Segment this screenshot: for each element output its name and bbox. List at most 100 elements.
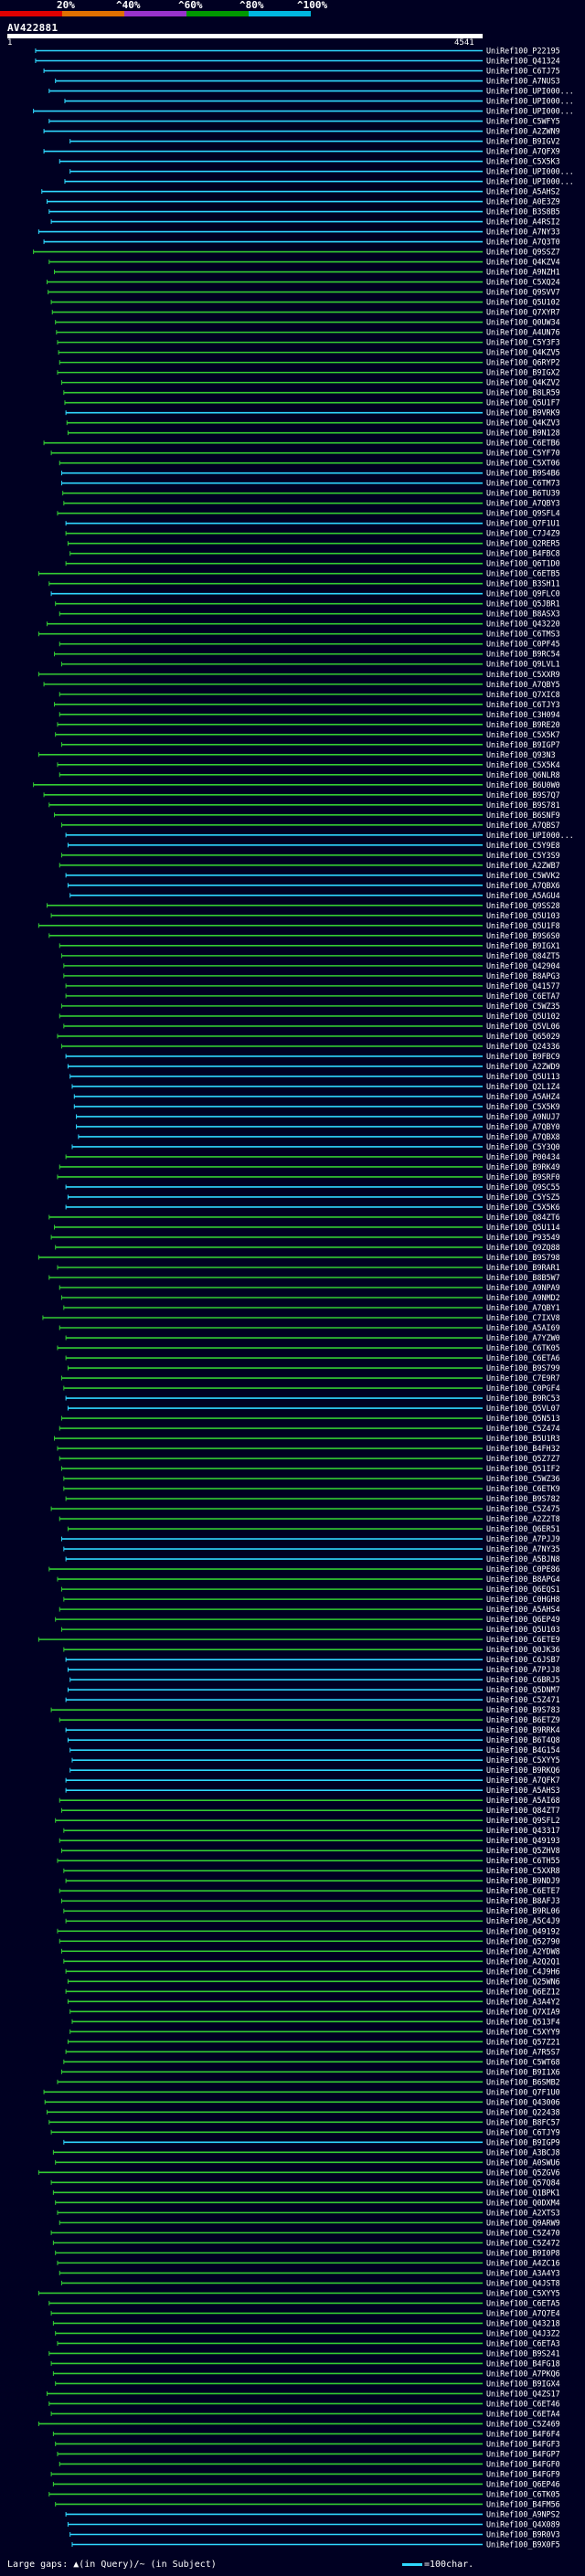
hit-label[interactable]: UniRef100_A7QBX8 [486, 1132, 560, 1141]
hit-label[interactable]: UniRef100_Q5VL06 [486, 1022, 560, 1031]
hit-label[interactable]: UniRef100_B4FBC8 [486, 549, 560, 558]
hit-label[interactable]: UniRef100_C6ETE7 [486, 1886, 560, 1895]
hit-label[interactable]: UniRef100_Q7XYR7 [486, 308, 560, 317]
hit-label[interactable]: UniRef100_P93549 [486, 1233, 560, 1242]
hit-label[interactable]: UniRef100_A2ZWD9 [486, 1062, 560, 1071]
hit-label[interactable]: UniRef100_B6SMB2 [486, 2077, 560, 2086]
hit-label[interactable]: UniRef100_B9IGX1 [486, 941, 560, 950]
hit-label[interactable]: UniRef100_A5BJN8 [486, 1554, 560, 1564]
hit-label[interactable]: UniRef100_C5YSZ5 [486, 1193, 560, 1202]
hit-label[interactable]: UniRef100_B9IGX4 [486, 2379, 560, 2388]
hit-label[interactable]: UniRef100_Q9SSZ7 [486, 248, 560, 257]
hit-label[interactable]: UniRef100_C5XT06 [486, 459, 560, 468]
hit-label[interactable]: UniRef100_A7Q3T0 [486, 238, 560, 247]
hit-label[interactable]: UniRef100_Q4KZV5 [486, 348, 560, 357]
hit-label[interactable]: UniRef100_UPI000... [486, 97, 574, 106]
hit-label[interactable]: UniRef100_B9RE20 [486, 720, 560, 729]
hit-label[interactable]: UniRef100_P00434 [486, 1152, 560, 1161]
hit-label[interactable]: UniRef100_C5X5K6 [486, 1203, 560, 1212]
hit-label[interactable]: UniRef100_Q25WN6 [486, 1977, 560, 1986]
hit-label[interactable]: UniRef100_C7J4Z9 [486, 529, 560, 538]
hit-label[interactable]: UniRef100_P22195 [486, 47, 560, 56]
hit-label[interactable]: UniRef100_Q4ZS17 [486, 2389, 560, 2398]
hit-label[interactable]: UniRef100_A7QBY5 [486, 680, 560, 689]
hit-label[interactable]: UniRef100_B4FM56 [486, 2499, 560, 2508]
hit-label[interactable]: UniRef100_Q43006 [486, 2097, 560, 2106]
hit-label[interactable]: UniRef100_Q5VL07 [486, 1404, 560, 1413]
hit-label[interactable]: UniRef100_C6TK05 [486, 1343, 560, 1352]
hit-label[interactable]: UniRef100_A7QFX9 [486, 147, 560, 156]
hit-label[interactable]: UniRef100_Q2L1Z4 [486, 1082, 560, 1091]
hit-label[interactable]: UniRef100_C5YF70 [486, 449, 560, 458]
hit-label[interactable]: UniRef100_A2Z2T8 [486, 1514, 560, 1523]
hit-label[interactable]: UniRef100_B4FG18 [486, 2359, 560, 2368]
hit-label[interactable]: UniRef100_A0SWU6 [486, 2157, 560, 2167]
hit-label[interactable]: UniRef100_B6SNF9 [486, 811, 560, 820]
hit-label[interactable]: UniRef100_Q84ZT6 [486, 1213, 560, 1222]
hit-label[interactable]: UniRef100_B9RC54 [486, 650, 560, 659]
hit-label[interactable]: UniRef100_B9RKQ6 [486, 1765, 560, 1775]
hit-label[interactable]: UniRef100_A5AHZ4 [486, 1092, 560, 1101]
hit-label[interactable]: UniRef100_B9IGP7 [486, 740, 560, 749]
hit-label[interactable]: UniRef100_B3S8B5 [486, 207, 560, 217]
hit-label[interactable]: UniRef100_C6ETA5 [486, 2298, 560, 2307]
hit-label[interactable]: UniRef100_C5XYY5 [486, 2288, 560, 2297]
hit-label[interactable]: UniRef100_B3SH11 [486, 579, 560, 588]
hit-label[interactable]: UniRef100_Q4KZV3 [486, 419, 560, 428]
hit-label[interactable]: UniRef100_Q51IF2 [486, 1464, 560, 1473]
hit-label[interactable]: UniRef100_Q7F1U1 [486, 519, 560, 528]
hit-label[interactable]: UniRef100_C5Y9E8 [486, 841, 560, 850]
hit-label[interactable]: UniRef100_Q9SFL2 [486, 1816, 560, 1825]
hit-label[interactable]: UniRef100_B6ETZ9 [486, 1715, 560, 1724]
hit-label[interactable]: UniRef100_C5WZ36 [486, 1474, 560, 1483]
hit-label[interactable]: UniRef100_A7PJJ8 [486, 1665, 560, 1674]
hit-label[interactable]: UniRef100_Q6EQS1 [486, 1585, 560, 1594]
hit-label[interactable]: UniRef100_Q5U1F7 [486, 398, 560, 408]
hit-label[interactable]: UniRef100_B4FH32 [486, 1444, 560, 1453]
hit-label[interactable]: UniRef100_Q5U1F8 [486, 921, 560, 930]
hit-label[interactable]: UniRef100_A7QBY0 [486, 1122, 560, 1131]
hit-label[interactable]: UniRef100_A7QBX6 [486, 881, 560, 890]
hit-label[interactable]: UniRef100_Q9SS28 [486, 901, 560, 910]
hit-label[interactable]: UniRef100_Q5JBR1 [486, 599, 560, 609]
hit-label[interactable]: UniRef100_C6JSB7 [486, 1655, 560, 1664]
hit-label[interactable]: UniRef100_Q513F4 [486, 2017, 560, 2026]
hit-label[interactable]: UniRef100_Q9SFL4 [486, 509, 560, 518]
hit-label[interactable]: UniRef100_B9S4B6 [486, 469, 560, 478]
hit-label[interactable]: UniRef100_A4ZC16 [486, 2258, 560, 2267]
hit-label[interactable]: UniRef100_UPI000... [486, 87, 574, 96]
hit-label[interactable]: UniRef100_A2Q2Q1 [486, 1956, 560, 1966]
hit-label[interactable]: UniRef100_B9S799 [486, 1363, 560, 1373]
hit-label[interactable]: UniRef100_C5XYY5 [486, 1755, 560, 1765]
hit-label[interactable]: UniRef100_Q52790 [486, 1936, 560, 1945]
hit-label[interactable]: UniRef100_C6TH55 [486, 1856, 560, 1865]
hit-label[interactable]: UniRef100_UPI000... [486, 177, 574, 186]
hit-label[interactable]: UniRef100_A3A4Y2 [486, 1997, 560, 2006]
hit-label[interactable]: UniRef100_Q5U103 [486, 911, 560, 920]
hit-label[interactable]: UniRef100_C6ETA4 [486, 2409, 560, 2418]
hit-label[interactable]: UniRef100_C4J9H6 [486, 1966, 560, 1976]
hit-label[interactable]: UniRef100_A9NPA9 [486, 1283, 560, 1292]
hit-label[interactable]: UniRef100_A3BCJ8 [486, 2147, 560, 2157]
hit-label[interactable]: UniRef100_Q0DXM4 [486, 2198, 560, 2207]
hit-label[interactable]: UniRef100_Q5DNM7 [486, 1685, 560, 1694]
hit-label[interactable]: UniRef100_B9FBC9 [486, 1052, 560, 1061]
hit-label[interactable]: UniRef100_Q9LVL1 [486, 660, 560, 669]
hit-label[interactable]: UniRef100_C7IXV8 [486, 1313, 560, 1322]
hit-label[interactable]: UniRef100_C5XQ24 [486, 278, 560, 287]
hit-label[interactable]: UniRef100_B9IGX2 [486, 368, 560, 377]
hit-label[interactable]: UniRef100_Q6T1D0 [486, 559, 560, 568]
hit-label[interactable]: UniRef100_B9S782 [486, 1494, 560, 1503]
hit-label[interactable]: UniRef100_A2XTS3 [486, 2208, 560, 2217]
hit-label[interactable]: UniRef100_C6ETK9 [486, 1484, 560, 1493]
hit-label[interactable]: UniRef100_A5AI69 [486, 1323, 560, 1332]
hit-label[interactable]: UniRef100_A7NUS3 [486, 77, 560, 86]
hit-label[interactable]: UniRef100_C5X5K9 [486, 1102, 560, 1111]
hit-label[interactable]: UniRef100_A7QBY3 [486, 499, 560, 508]
hit-label[interactable]: UniRef100_A4RSI2 [486, 217, 560, 227]
hit-label[interactable]: UniRef100_C6BRJ5 [486, 1675, 560, 1684]
hit-label[interactable]: UniRef100_Q9SC55 [486, 1182, 560, 1192]
hit-label[interactable]: UniRef100_A0E3Z9 [486, 197, 560, 207]
hit-label[interactable]: UniRef100_C5WVK2 [486, 871, 560, 880]
hit-label[interactable]: UniRef100_Q5N513 [486, 1414, 560, 1423]
